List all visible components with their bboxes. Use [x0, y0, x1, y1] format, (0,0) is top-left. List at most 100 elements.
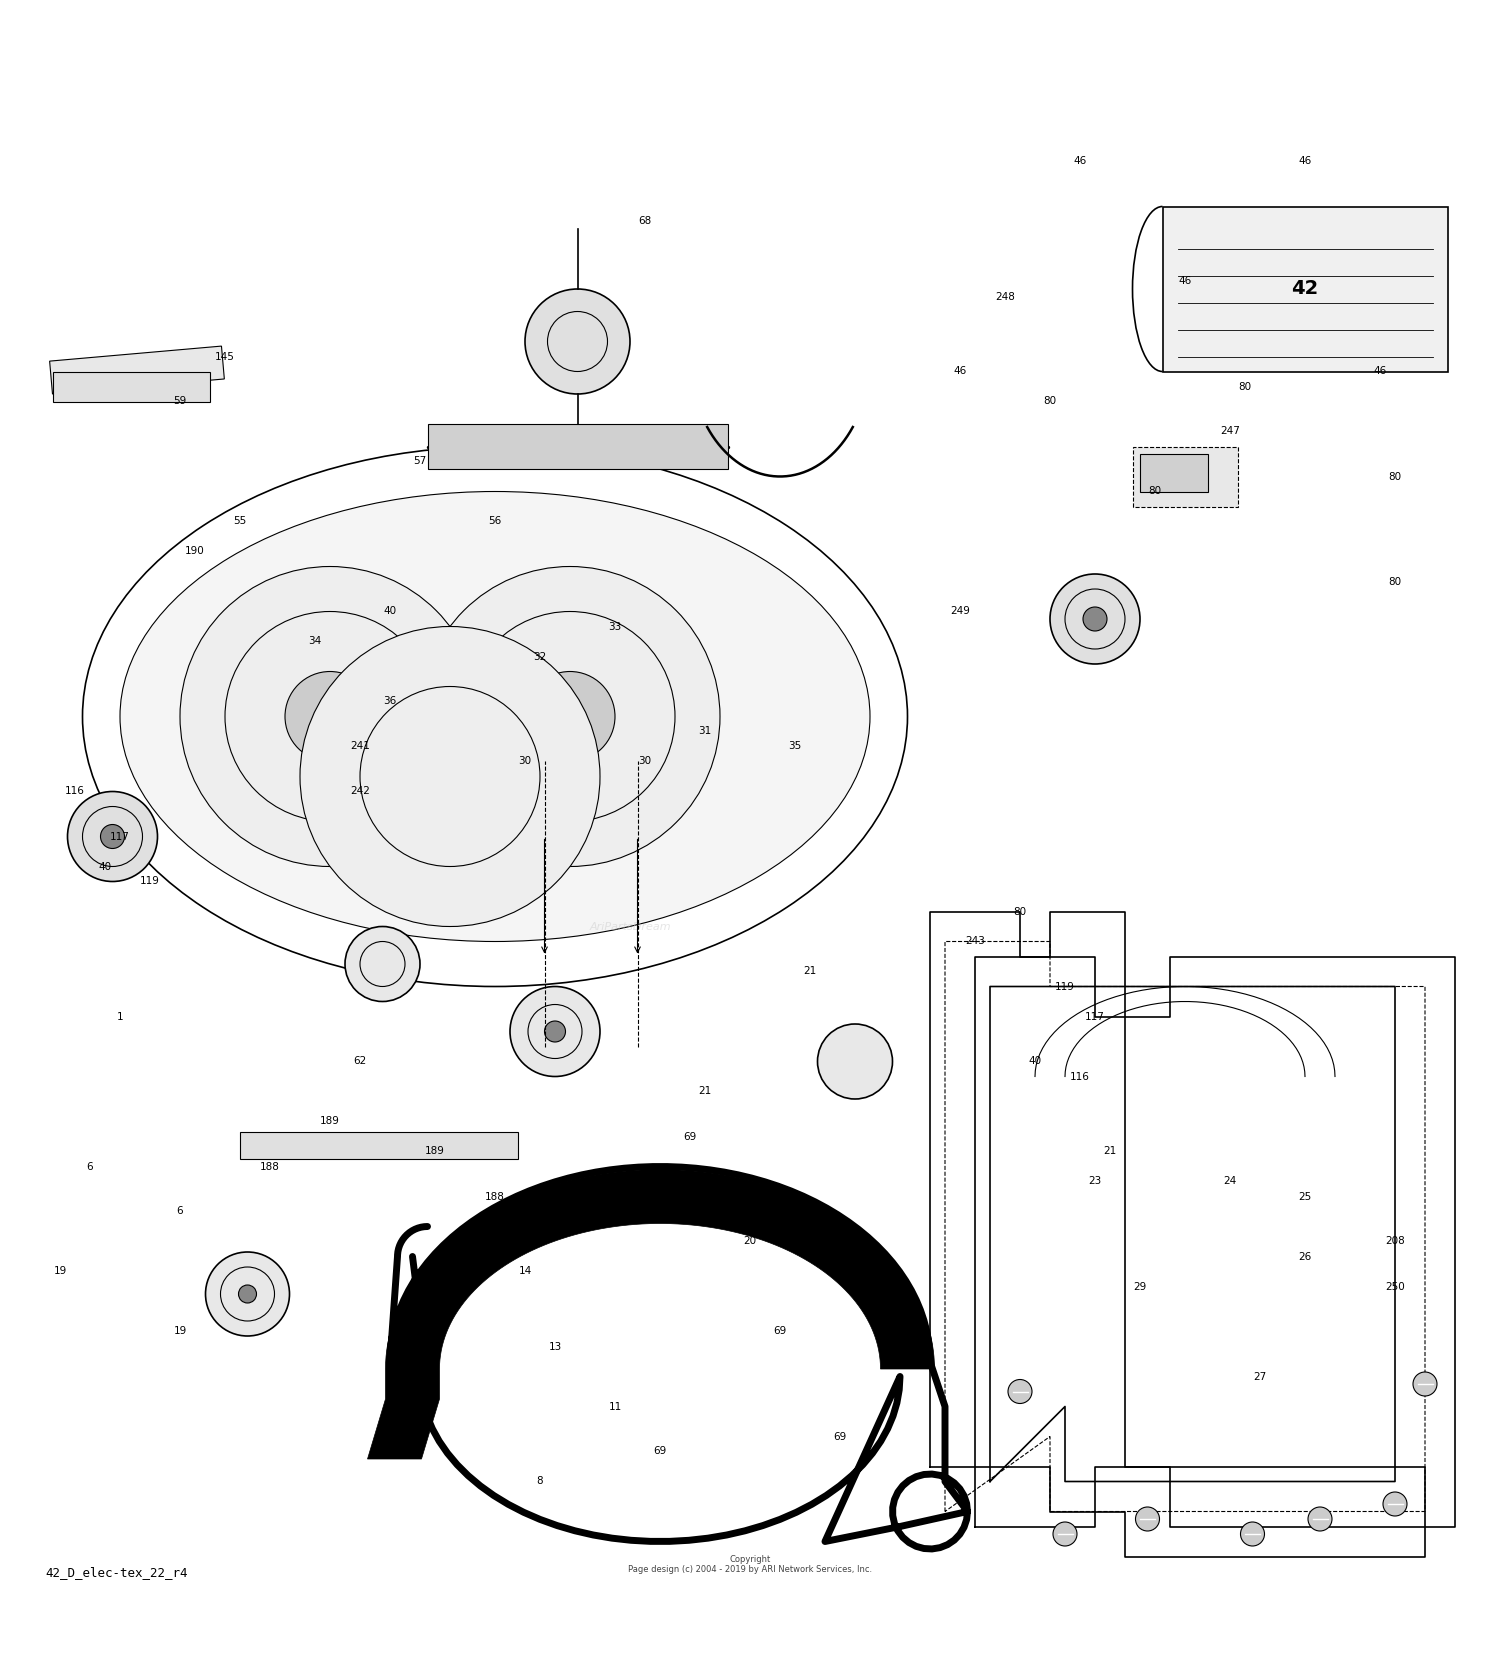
Text: 117: 117 [110, 831, 130, 842]
Text: 68: 68 [639, 216, 651, 226]
Polygon shape [1162, 206, 1448, 371]
Text: 21: 21 [804, 967, 816, 977]
Circle shape [1083, 607, 1107, 631]
Text: 23: 23 [1089, 1176, 1101, 1186]
Text: 20: 20 [744, 1236, 756, 1246]
Text: 25: 25 [1299, 1191, 1311, 1201]
Text: 188: 188 [484, 1191, 506, 1201]
Circle shape [345, 927, 420, 1002]
Text: 29: 29 [1134, 1282, 1146, 1292]
Bar [427, 423, 728, 468]
Text: 19: 19 [54, 1266, 66, 1276]
Text: 42: 42 [1292, 279, 1318, 298]
Text: 8: 8 [537, 1477, 543, 1487]
Text: 80: 80 [1014, 907, 1026, 917]
Circle shape [1050, 574, 1140, 664]
Text: 247: 247 [1220, 427, 1240, 437]
Text: 80: 80 [1389, 472, 1401, 482]
Text: 26: 26 [1299, 1251, 1311, 1261]
Text: 46: 46 [1074, 157, 1086, 167]
Circle shape [238, 1285, 256, 1303]
Circle shape [1308, 1507, 1332, 1531]
Text: 30: 30 [519, 756, 531, 766]
Circle shape [1383, 1492, 1407, 1516]
Circle shape [420, 567, 720, 867]
Circle shape [544, 1021, 566, 1042]
Text: 6: 6 [177, 1206, 183, 1216]
Text: 34: 34 [309, 636, 321, 646]
Text: 11: 11 [609, 1402, 621, 1412]
Text: 208: 208 [1384, 1236, 1406, 1246]
Text: 21: 21 [699, 1086, 711, 1096]
Bar [50, 346, 225, 395]
Circle shape [1413, 1372, 1437, 1395]
Circle shape [1053, 1522, 1077, 1546]
Text: 80: 80 [1239, 381, 1251, 391]
Text: 250: 250 [1384, 1282, 1406, 1292]
Circle shape [285, 671, 375, 761]
Circle shape [1008, 1380, 1032, 1404]
Ellipse shape [120, 492, 870, 942]
Text: 69: 69 [654, 1447, 666, 1457]
Text: 242: 242 [350, 786, 370, 796]
Text: 62: 62 [354, 1057, 366, 1066]
Circle shape [818, 1024, 892, 1099]
Text: 21: 21 [1104, 1146, 1116, 1156]
Polygon shape [368, 1169, 934, 1459]
Text: 15: 15 [564, 1191, 576, 1201]
Text: 80: 80 [1389, 577, 1401, 587]
Text: 69: 69 [834, 1432, 846, 1442]
Text: 69: 69 [774, 1327, 786, 1337]
Text: 116: 116 [64, 786, 86, 796]
Text: 117: 117 [1084, 1012, 1106, 1022]
Text: 46: 46 [954, 366, 966, 376]
Text: 19: 19 [174, 1327, 186, 1337]
Text: 24: 24 [1224, 1176, 1236, 1186]
Text: 241: 241 [350, 741, 370, 751]
Text: 6: 6 [87, 1161, 93, 1171]
Text: 46: 46 [1179, 276, 1191, 286]
Text: 119: 119 [1054, 982, 1076, 992]
Bar [1140, 453, 1208, 492]
Text: 30: 30 [639, 756, 651, 766]
Circle shape [525, 671, 615, 761]
Text: AriPartsDream: AriPartsDream [590, 922, 670, 932]
Text: 13: 13 [549, 1342, 561, 1352]
Text: 57: 57 [414, 457, 426, 467]
Text: 190: 190 [184, 547, 206, 557]
Text: 243: 243 [964, 937, 986, 947]
Text: 188: 188 [260, 1161, 280, 1171]
Text: 42_D_elec-tex_22_r4: 42_D_elec-tex_22_r4 [45, 1566, 188, 1579]
Text: 27: 27 [1254, 1372, 1266, 1382]
Text: 80: 80 [1149, 487, 1161, 497]
Text: 40: 40 [384, 607, 396, 616]
Circle shape [510, 987, 600, 1076]
Bar [240, 1133, 518, 1159]
Text: 35: 35 [789, 741, 801, 751]
Text: 40: 40 [99, 862, 111, 872]
Circle shape [100, 825, 124, 848]
Text: 46: 46 [1299, 157, 1311, 167]
Text: 119: 119 [140, 877, 160, 887]
Polygon shape [53, 371, 210, 402]
Text: 46: 46 [1374, 366, 1386, 376]
Text: 40: 40 [1029, 1057, 1041, 1066]
Ellipse shape [82, 447, 907, 987]
Circle shape [1240, 1522, 1264, 1546]
Text: 69: 69 [684, 1131, 696, 1141]
Text: 80: 80 [1044, 397, 1056, 407]
Circle shape [1136, 1507, 1160, 1531]
Text: 1: 1 [117, 1012, 123, 1022]
Circle shape [180, 567, 480, 867]
Text: 14: 14 [519, 1266, 531, 1276]
Text: 36: 36 [384, 696, 396, 706]
Circle shape [525, 289, 630, 395]
Text: 32: 32 [534, 651, 546, 661]
Text: 56: 56 [489, 517, 501, 527]
Text: 248: 248 [994, 291, 1016, 301]
Polygon shape [1132, 447, 1238, 507]
Text: 145: 145 [214, 351, 236, 361]
Circle shape [68, 791, 158, 882]
Text: Copyright
Page design (c) 2004 - 2019 by ARI Network Services, Inc.: Copyright Page design (c) 2004 - 2019 by… [628, 1556, 872, 1574]
Text: 59: 59 [174, 397, 186, 407]
